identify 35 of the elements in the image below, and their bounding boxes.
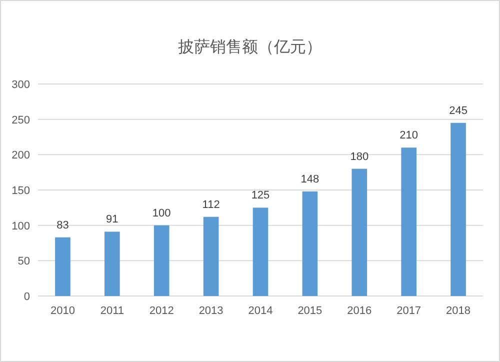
data-label: 83 xyxy=(56,219,69,232)
y-tick-label: 200 xyxy=(12,150,30,162)
x-tick-label: 2015 xyxy=(298,305,322,317)
y-tick-label: 100 xyxy=(12,220,30,232)
x-tick-label: 2011 xyxy=(100,305,124,317)
bar xyxy=(401,148,416,296)
data-label: 210 xyxy=(400,130,418,142)
bar xyxy=(352,168,368,296)
x-tick-label: 2010 xyxy=(50,305,75,317)
y-tick-label: 250 xyxy=(12,114,30,126)
y-tick-label: 0 xyxy=(24,291,30,303)
bar xyxy=(203,216,219,296)
bar xyxy=(302,191,318,296)
x-tick-label: 2017 xyxy=(396,305,422,317)
x-tick-label: 2016 xyxy=(347,305,372,317)
chart-title: 披萨销售额（亿元） xyxy=(178,38,322,56)
bar xyxy=(450,122,466,296)
data-label: 100 xyxy=(152,207,171,220)
y-tick-label: 150 xyxy=(12,185,30,197)
x-tick-label: 2013 xyxy=(198,305,224,317)
data-label: 245 xyxy=(449,104,468,117)
data-label: 180 xyxy=(350,150,369,163)
y-tick-label: 300 xyxy=(12,79,30,91)
x-tick-label: 2012 xyxy=(149,305,174,317)
y-tick-label: 50 xyxy=(18,256,30,268)
x-tick-label: 2014 xyxy=(248,305,273,317)
data-label: 91 xyxy=(106,214,118,226)
bar xyxy=(154,225,170,296)
bar xyxy=(252,208,268,296)
bar xyxy=(104,232,120,296)
bar xyxy=(55,237,70,296)
data-label: 148 xyxy=(300,173,320,186)
x-tick-label: 2018 xyxy=(446,305,471,317)
data-label: 125 xyxy=(251,190,270,202)
data-label: 112 xyxy=(202,198,220,211)
